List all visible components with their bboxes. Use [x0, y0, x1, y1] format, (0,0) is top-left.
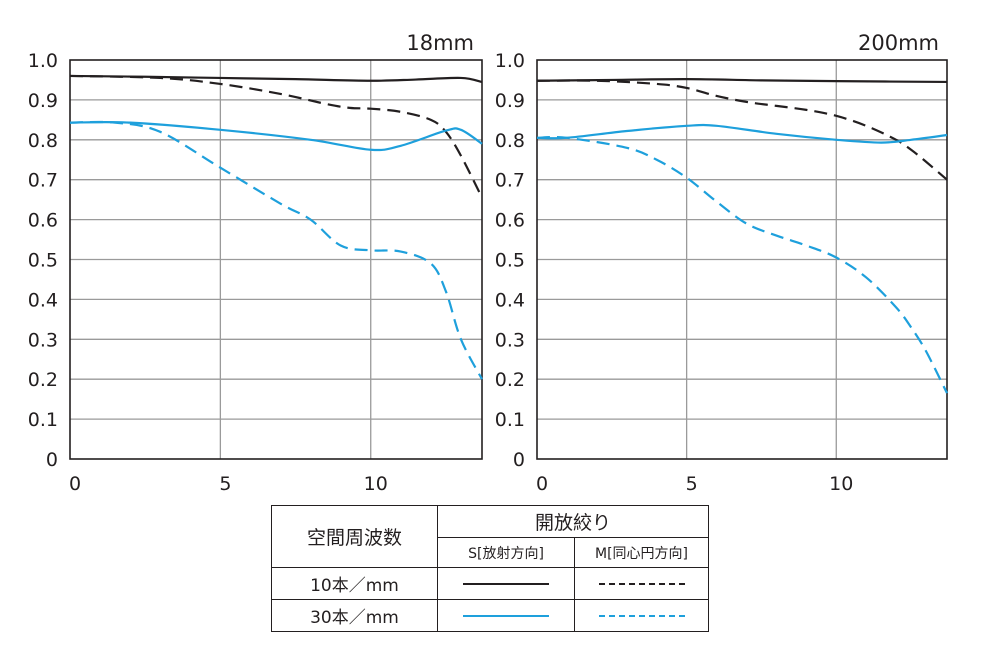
- y-tick-label: 0.9: [28, 90, 58, 112]
- x-tick-label: 10: [829, 473, 853, 495]
- legend-freq-header: 空間周波数: [271, 505, 438, 568]
- legend-line-10-m: [598, 582, 685, 585]
- legend-table: 空間周波数 開放絞り S[放射方向] M[同心円方向] 10本／mm 30本／m…: [271, 505, 709, 632]
- y-tick-label: 0.3: [495, 329, 525, 351]
- y-tick-label: 1.0: [28, 50, 58, 72]
- chart-title: 18mm: [406, 31, 474, 55]
- y-tick-label: 0.9: [495, 90, 525, 112]
- x-tick-label: 5: [686, 473, 698, 495]
- series-30-S: [69, 121, 483, 152]
- series-10-M: [536, 79, 948, 181]
- y-tick-label: 0: [513, 449, 525, 471]
- x-tick-label: 10: [364, 473, 388, 495]
- legend-row-label: 30本／mm: [271, 599, 438, 632]
- legend-line-30-m: [598, 614, 685, 617]
- x-tick-label: 0: [69, 473, 81, 495]
- x-tick-label: 0: [536, 473, 548, 495]
- plot-frame: [69, 59, 483, 460]
- series-10-S: [536, 78, 948, 84]
- plot-frame: [536, 59, 948, 460]
- x-tick-label: 5: [219, 473, 231, 495]
- y-tick-label: 0.4: [28, 289, 58, 311]
- y-tick-label: 0.8: [28, 130, 58, 152]
- y-tick-label: 0.6: [28, 210, 58, 232]
- series-10-M: [69, 74, 483, 199]
- legend-line-10-s: [463, 582, 549, 585]
- y-tick-label: 0.4: [495, 289, 525, 311]
- legend-m-header: M[同心円方向]: [574, 537, 709, 568]
- chart-title: 200mm: [858, 31, 939, 55]
- series-30-S: [536, 123, 948, 144]
- y-tick-label: 0: [46, 449, 58, 471]
- y-tick-label: 0.7: [495, 170, 525, 192]
- series-10-S: [69, 74, 483, 84]
- legend-row-label: 10本／mm: [271, 567, 438, 600]
- y-tick-label: 0.7: [28, 170, 58, 192]
- y-tick-label: 0.8: [495, 130, 525, 152]
- y-tick-label: 0.5: [495, 250, 525, 272]
- y-tick-label: 0.2: [28, 369, 58, 391]
- legend-s-header: S[放射方向]: [437, 537, 575, 568]
- series-30-M: [69, 120, 483, 380]
- y-tick-label: 1.0: [495, 50, 525, 72]
- y-tick-label: 0.3: [28, 329, 58, 351]
- y-tick-label: 0.1: [28, 409, 58, 431]
- y-tick-label: 0.2: [495, 369, 525, 391]
- series-30-M: [536, 135, 948, 394]
- legend-line-30-s: [463, 614, 549, 617]
- y-tick-label: 0.5: [28, 250, 58, 272]
- legend-aperture-header: 開放絞り: [437, 505, 709, 538]
- y-tick-label: 0.6: [495, 210, 525, 232]
- y-tick-label: 0.1: [495, 409, 525, 431]
